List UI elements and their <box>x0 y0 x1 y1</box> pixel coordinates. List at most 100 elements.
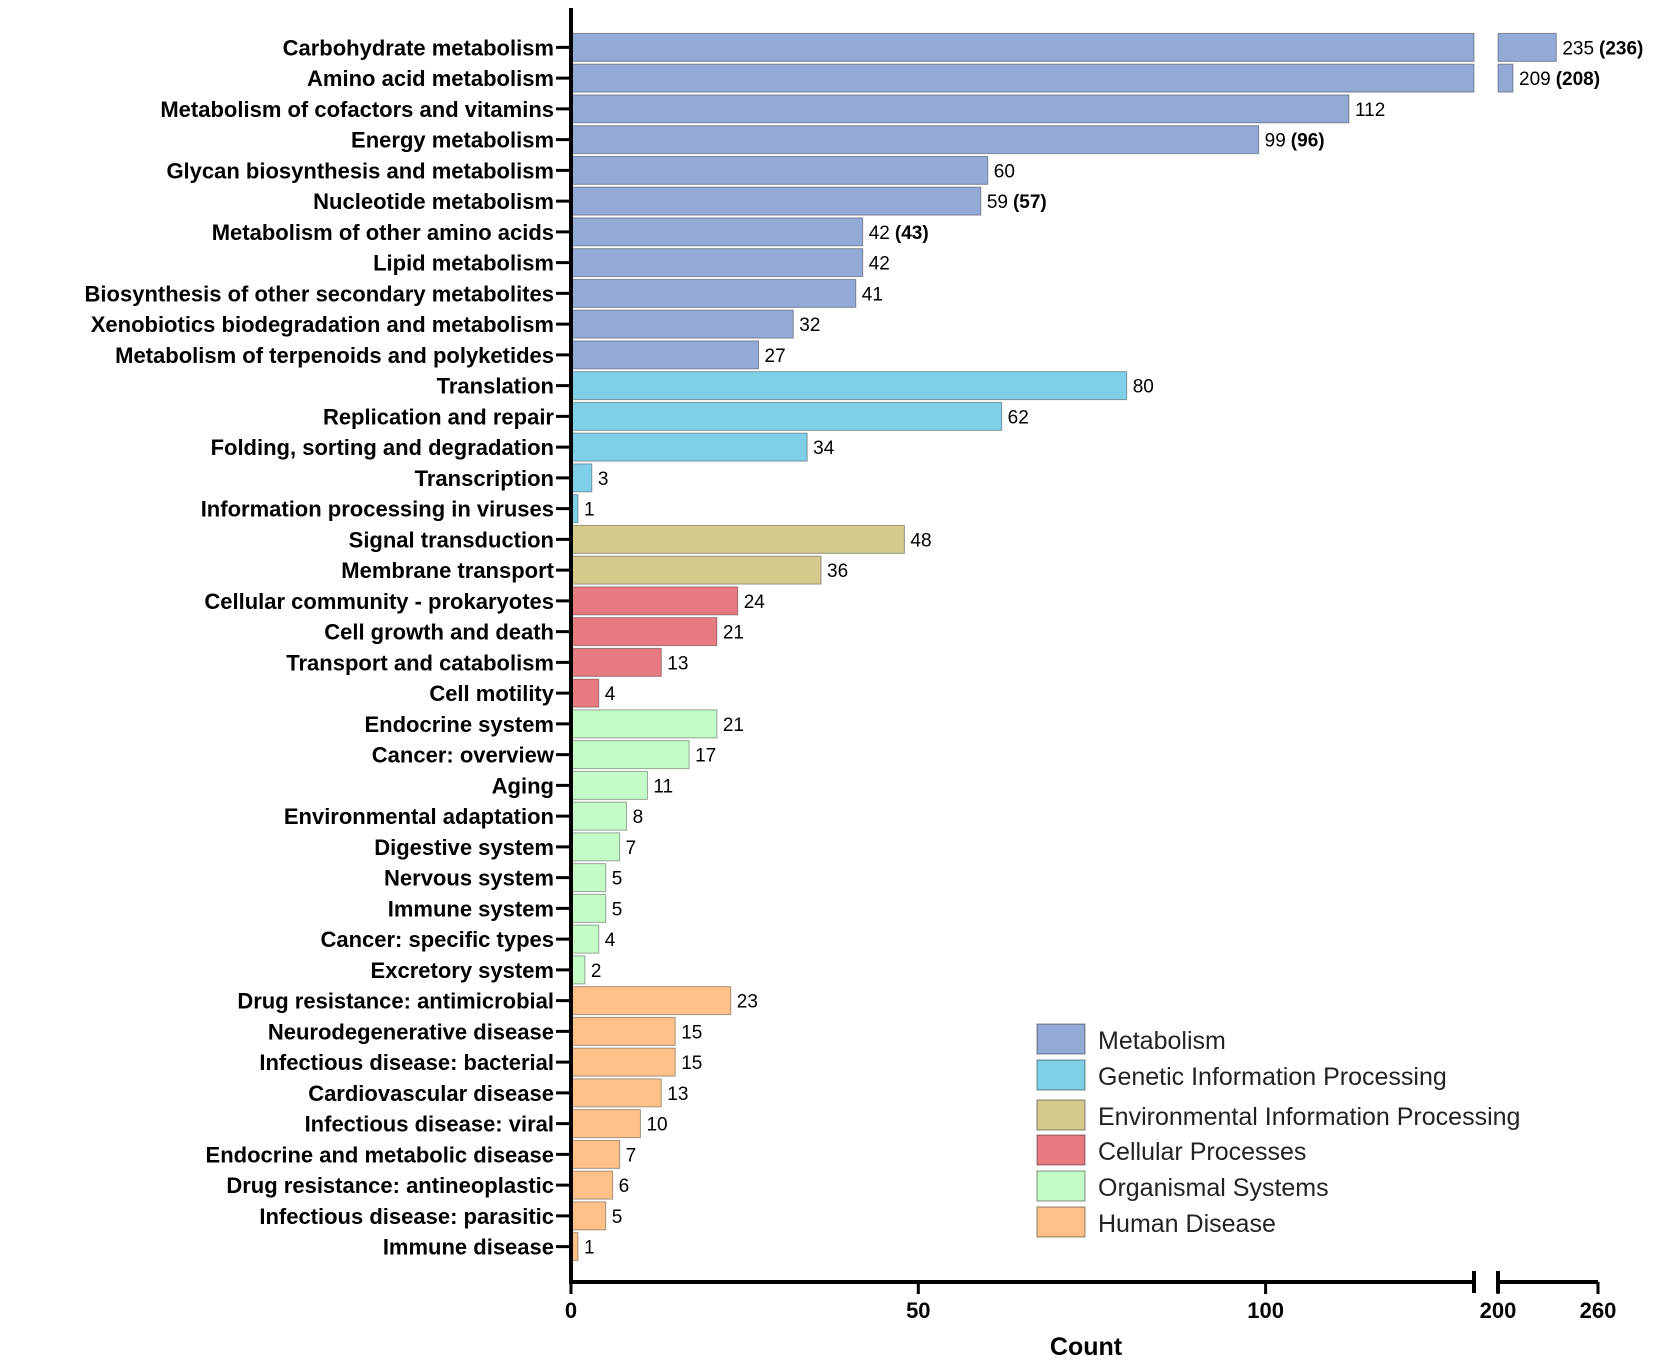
bar-transcription <box>570 463 593 493</box>
bar-endocrine-system <box>570 709 718 739</box>
legend-swatch-genetic-information-processing <box>1036 1059 1086 1091</box>
x-axis-title: Count <box>1050 1333 1123 1361</box>
category-label-drug-resistance-antineoplastic: Drug resistance: antineoplastic <box>226 1173 554 1198</box>
alt-value-metabolism-of-other-amino-acids: (43) <box>895 223 929 244</box>
value-label-cellular-community-prokaryotes: 24 <box>744 592 766 613</box>
value-label-cell-motility: 4 <box>605 684 616 705</box>
bar-xenobiotics-biodegradation-and-metabolism <box>570 309 794 339</box>
bar-biosynthesis-of-other-secondary-metabolites <box>570 278 857 308</box>
category-label-excretory-system: Excretory system <box>371 958 554 983</box>
bar-cancer-overview <box>570 740 690 770</box>
legend-swatch-organismal-systems <box>1036 1170 1086 1202</box>
bar-amino-acid-metabolism <box>570 63 1475 93</box>
value-label-infectious-disease-parasitic: 5 <box>612 1207 623 1228</box>
category-label-neurodegenerative-disease: Neurodegenerative disease <box>268 1019 554 1044</box>
category-label-infectious-disease-viral: Infectious disease: viral <box>305 1112 554 1137</box>
legend-label-human-disease: Human Disease <box>1098 1210 1276 1238</box>
legend-label-genetic-information-processing: Genetic Information Processing <box>1098 1063 1447 1091</box>
bar-excretory-system <box>570 955 586 985</box>
category-label-cancer-overview: Cancer: overview <box>372 743 555 768</box>
category-label-cellular-community-prokaryotes: Cellular community - prokaryotes <box>204 589 554 614</box>
value-label-metabolism-of-terpenoids-and-polyketides: 27 <box>765 346 786 367</box>
bar-digestive-system <box>570 832 621 862</box>
bar-carbohydrate-metabolism-continued <box>1497 32 1557 62</box>
value-label-immune-disease: 1 <box>584 1238 595 1259</box>
bar-infectious-disease-parasitic <box>570 1201 607 1231</box>
alt-value-amino-acid-metabolism: (208) <box>1556 69 1600 90</box>
bar-amino-acid-metabolism-continued <box>1497 63 1514 93</box>
category-label-lipid-metabolism: Lipid metabolism <box>373 251 554 276</box>
value-label-energy-metabolism: 99 (96) <box>1265 131 1325 152</box>
category-label-glycan-biosynthesis-and-metabolism: Glycan biosynthesis and metabolism <box>166 158 554 183</box>
category-label-carbohydrate-metabolism: Carbohydrate metabolism <box>283 35 554 60</box>
bar-metabolism-of-other-amino-acids <box>570 217 864 247</box>
value-label-biosynthesis-of-other-secondary-metabolites: 41 <box>862 284 883 305</box>
value-label-endocrine-and-metabolic-disease: 7 <box>626 1145 637 1166</box>
category-label-information-processing-in-viruses: Information processing in viruses <box>201 497 554 522</box>
bar-energy-metabolism <box>570 125 1260 155</box>
bar-cancer-specific-types <box>570 924 600 954</box>
value-label-digestive-system: 7 <box>626 838 637 859</box>
legend-label-cellular-processes: Cellular Processes <box>1098 1138 1306 1166</box>
bar-replication-and-repair <box>570 401 1003 431</box>
value-label-xenobiotics-biodegradation-and-metabolism: 32 <box>799 315 820 336</box>
legend-swatch-human-disease <box>1036 1206 1086 1238</box>
value-label-transcription: 3 <box>598 469 609 490</box>
bar-neurodegenerative-disease <box>570 1016 676 1046</box>
x-tick-label-0: 0 <box>565 1298 577 1323</box>
category-label-metabolism-of-terpenoids-and-polyketides: Metabolism of terpenoids and polyketides <box>115 343 554 368</box>
bars-layer <box>570 32 1557 1262</box>
value-label-environmental-adaptation: 8 <box>633 807 644 828</box>
value-label-infectious-disease-viral: 10 <box>646 1115 667 1136</box>
bar-drug-resistance-antimicrobial <box>570 986 732 1016</box>
legend-label-organismal-systems: Organismal Systems <box>1098 1174 1329 1202</box>
category-label-metabolism-of-cofactors-and-vitamins: Metabolism of cofactors and vitamins <box>160 97 554 122</box>
bar-transport-and-catabolism <box>570 647 662 677</box>
category-label-nucleotide-metabolism: Nucleotide metabolism <box>313 189 554 214</box>
value-label-lipid-metabolism: 42 <box>869 254 890 275</box>
category-label-transcription: Transcription <box>415 466 554 491</box>
category-label-drug-resistance-antimicrobial: Drug resistance: antimicrobial <box>237 989 554 1014</box>
category-label-cell-growth-and-death: Cell growth and death <box>324 620 554 645</box>
value-label-translation: 80 <box>1133 377 1154 398</box>
value-label-amino-acid-metabolism: 209 (208) <box>1519 69 1600 90</box>
category-label-translation: Translation <box>437 374 554 399</box>
value-label-replication-and-repair: 62 <box>1008 407 1029 428</box>
bar-metabolism-of-cofactors-and-vitamins <box>570 94 1350 124</box>
bar-endocrine-and-metabolic-disease <box>570 1139 621 1169</box>
value-label-cancer-specific-types: 4 <box>605 930 616 951</box>
bar-lipid-metabolism <box>570 248 864 278</box>
legend-swatch-environmental-information-processing <box>1036 1099 1086 1131</box>
value-label-drug-resistance-antimicrobial: 23 <box>737 992 758 1013</box>
category-label-environmental-adaptation: Environmental adaptation <box>284 804 554 829</box>
category-label-infectious-disease-parasitic: Infectious disease: parasitic <box>259 1204 554 1229</box>
legend: Metabolism Genetic Information Processing… <box>1036 1023 1520 1238</box>
category-label-immune-system: Immune system <box>388 896 554 921</box>
value-label-excretory-system: 2 <box>591 961 602 982</box>
bar-immune-system <box>570 893 607 923</box>
category-label-aging: Aging <box>492 773 554 798</box>
value-label-transport-and-catabolism: 13 <box>667 653 688 674</box>
value-label-drug-resistance-antineoplastic: 6 <box>619 1176 630 1197</box>
category-label-endocrine-and-metabolic-disease: Endocrine and metabolic disease <box>206 1142 554 1167</box>
bar-cellular-community-prokaryotes <box>570 586 739 616</box>
value-label-endocrine-system: 21 <box>723 715 744 736</box>
bar-nucleotide-metabolism <box>570 186 982 216</box>
x-tick-label-100: 100 <box>1247 1298 1284 1323</box>
value-label-cancer-overview: 17 <box>695 746 716 767</box>
bar-cardiovascular-disease <box>570 1078 662 1108</box>
x-tick-label-260: 260 <box>1580 1298 1617 1323</box>
bar-glycan-biosynthesis-and-metabolism <box>570 155 989 185</box>
category-label-cancer-specific-types: Cancer: specific types <box>320 927 554 952</box>
category-labels-layer: Carbohydrate metabolism Amino acid metabo… <box>85 35 555 1259</box>
x-tick-label-50: 50 <box>906 1298 930 1323</box>
category-label-infectious-disease-bacterial: Infectious disease: bacterial <box>259 1050 554 1075</box>
bar-infectious-disease-bacterial <box>570 1047 676 1077</box>
bar-folding-sorting-and-degradation <box>570 432 808 462</box>
value-label-membrane-transport: 36 <box>827 561 848 582</box>
value-label-metabolism-of-other-amino-acids: 42 (43) <box>869 223 929 244</box>
value-label-infectious-disease-bacterial: 15 <box>681 1053 702 1074</box>
